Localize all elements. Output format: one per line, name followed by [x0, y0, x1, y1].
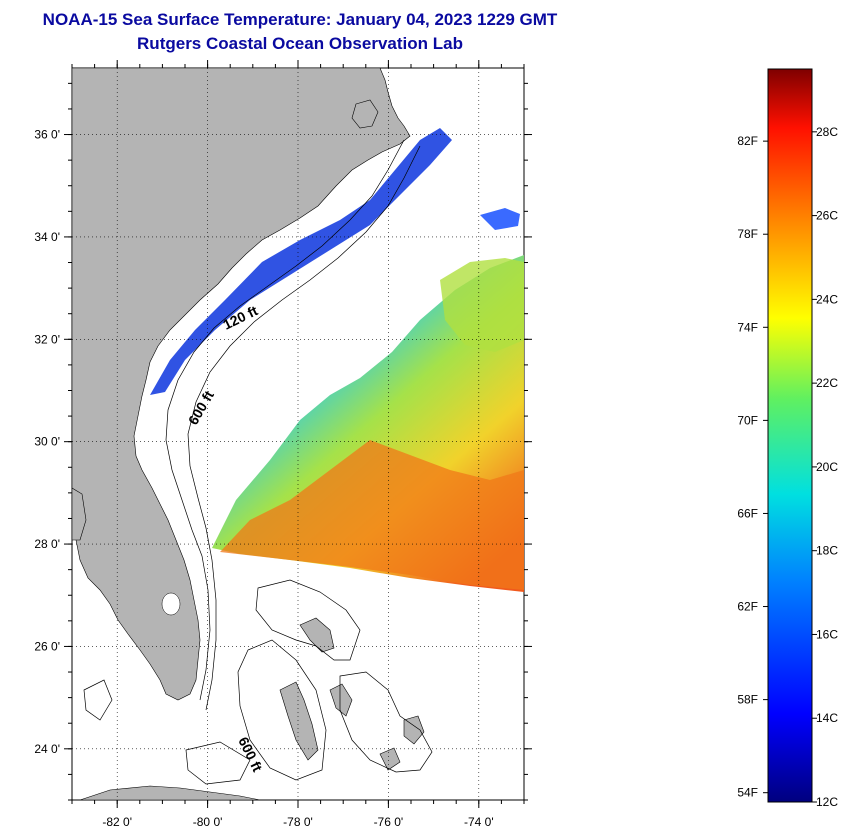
land-outer-banks [351, 99, 379, 129]
lat-label: 30 0' [34, 435, 60, 449]
map-subtitle: Rutgers Coastal Ocean Observation Lab [137, 34, 463, 53]
colorbar-celsius-labels: 28C 26C 24C 22C 20C 18C 16C 14C 12C [812, 125, 838, 809]
lat-label: 32 0' [34, 332, 60, 346]
land-gulf-coast [72, 487, 87, 541]
colorbar-c-label: 26C [816, 209, 838, 223]
colorbar-c-label: 22C [816, 376, 838, 390]
colorbar-fahrenheit-labels: 82F 78F 74F 70F 66F 62F 58F 54F [737, 134, 768, 800]
sst-patch-northeast [440, 258, 524, 352]
lon-label: -76 0' [374, 815, 404, 829]
colorbar: 82F 78F 74F 70F 66F 62F 58F 54F 28C 26C 24C 22C 20C… [737, 68, 838, 809]
colorbar-f-label: 54F [737, 786, 758, 800]
colorbar-c-label: 16C [816, 627, 838, 641]
latitude-labels: 36 0' 34 0' 32 0' 30 0' 28 0' 26 0' 24 0' [34, 128, 60, 756]
colorbar-c-label: 20C [816, 460, 838, 474]
sst-coastal-band [150, 128, 452, 395]
bathymetry-contours [83, 139, 433, 785]
colorbar-c-label: 28C [816, 125, 838, 139]
lake-okeechobee [161, 592, 181, 616]
lon-label: -80 0' [193, 815, 223, 829]
land-mainland [72, 68, 411, 701]
map-gridlines [64, 60, 532, 808]
colorbar-c-label: 12C [816, 795, 838, 809]
lon-label: -74 0' [464, 815, 494, 829]
colorbar-c-label: 24C [816, 292, 838, 306]
colorbar-f-label: 62F [737, 600, 758, 614]
longitude-labels: -82 0' -80 0' -78 0' -76 0' -74 0' [102, 815, 493, 829]
map-layers [72, 68, 524, 800]
lat-label: 24 0' [34, 742, 60, 756]
lat-label: 26 0' [34, 639, 60, 653]
lon-label: -82 0' [102, 815, 132, 829]
lat-label: 28 0' [34, 537, 60, 551]
land-cuba [79, 785, 261, 800]
colorbar-f-label: 82F [737, 134, 758, 148]
lon-label: -78 0' [283, 815, 313, 829]
lat-label: 36 0' [34, 128, 60, 142]
colorbar-gradient [767, 68, 813, 803]
sst-warm-core [220, 440, 524, 590]
colorbar-c-label: 18C [816, 544, 838, 558]
colorbar-f-label: 70F [737, 413, 758, 427]
lat-label: 34 0' [34, 230, 60, 244]
map-title: NOAA-15 Sea Surface Temperature: January… [42, 10, 558, 29]
colorbar-c-label: 14C [816, 711, 838, 725]
sst-patch-blue-north [480, 208, 520, 230]
colorbar-f-label: 78F [737, 227, 758, 241]
colorbar-f-label: 58F [737, 693, 758, 707]
colorbar-f-label: 66F [737, 506, 758, 520]
map-frame: 120 ft 600 ft 600 ft 36 0'34 0'32 0'30 0… [34, 60, 532, 829]
bahamas-islands [279, 617, 425, 771]
colorbar-f-label: 74F [737, 320, 758, 334]
